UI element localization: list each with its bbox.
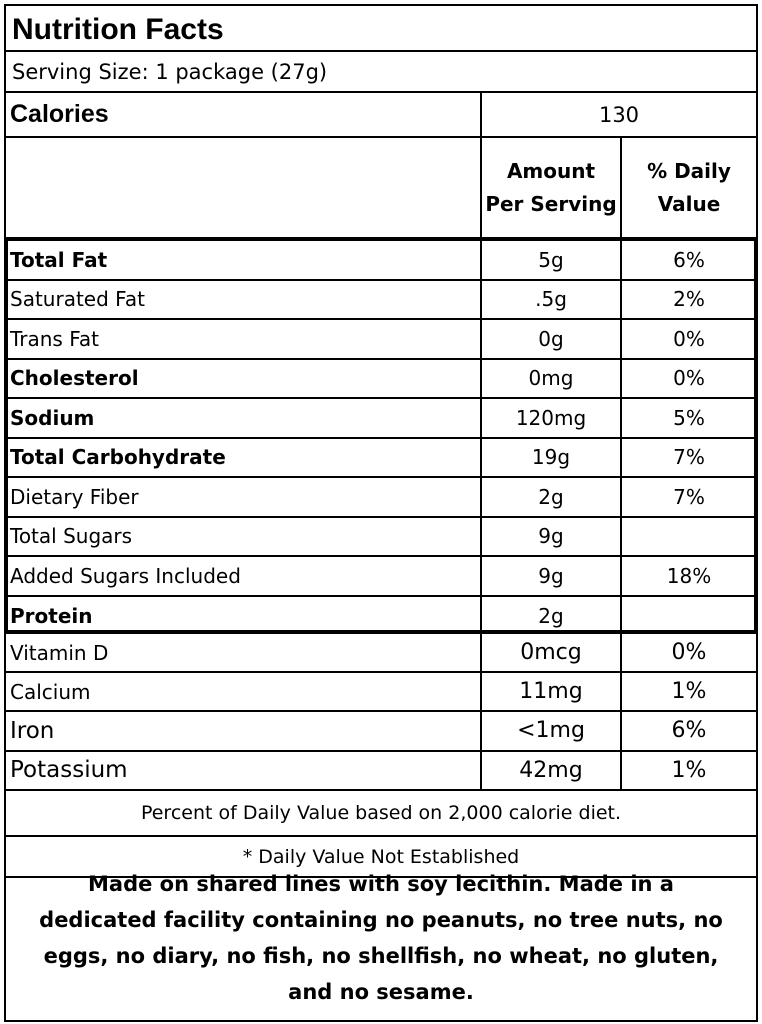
nutrient-daily-value	[620, 517, 756, 555]
amount-header-line2: Per Serving	[485, 192, 617, 216]
vrow-1: Calcium 11mg 1%	[6, 673, 756, 713]
nutrient-name: Cholesterol	[10, 366, 139, 391]
nutrient-amount: .5g	[480, 280, 620, 318]
nrow-8: Added Sugars Included 9g 18%	[6, 557, 756, 597]
nrow-5: Total Carbohydrate 19g 7%	[6, 438, 756, 478]
nutrient-daily-value: 1%	[620, 751, 756, 789]
nutrient-daily-value: 7%	[620, 478, 756, 516]
daily-value-header: % Daily Value	[620, 138, 756, 238]
nutrient-amount: 2g	[480, 478, 620, 516]
calories-row: Calories 130	[4, 93, 758, 138]
calories-value: 130	[480, 93, 756, 136]
nutrient-daily-value	[620, 596, 756, 636]
nrow-3: Cholesterol 0mg 0%	[6, 359, 756, 399]
nutrient-amount: 11mg	[480, 673, 620, 711]
nrow-1: Saturated Fat .5g 2%	[6, 280, 756, 320]
nutrient-name: Sodium	[10, 405, 95, 430]
nutrient-amount: 0mcg	[480, 634, 620, 672]
nutrient-name: Total Sugars	[10, 524, 133, 549]
nutrient-name: Dietary Fiber	[10, 484, 139, 509]
nutrient-name: Total Carbohydrate	[10, 445, 226, 470]
nutrient-name: Total Fat	[10, 247, 108, 272]
nutrient-daily-value: 1%	[620, 673, 756, 711]
nutrient-amount: 2g	[480, 596, 620, 636]
amount-header-line1: Amount	[506, 159, 596, 183]
nutrients-table: Total Fat 5g 6% Saturated Fat .5g 2% Trans Fat…	[4, 241, 758, 636]
nrow-0: Total Fat 5g 6%	[6, 241, 756, 281]
nutrient-amount: 5g	[480, 241, 620, 279]
nutrient-name: Added Sugars Included	[10, 563, 241, 588]
nutrient-amount: 0mg	[480, 359, 620, 397]
nutrient-name: Vitamin D	[10, 640, 109, 665]
nutrient-daily-value: 0%	[620, 359, 756, 397]
nutrient-amount: <1mg	[480, 712, 620, 750]
serving-size: Serving Size: 1 package (27g)	[4, 52, 758, 93]
nutrient-daily-value: 0%	[620, 634, 756, 672]
nutrient-amount: 0g	[480, 320, 620, 358]
nutrient-amount: 42mg	[480, 751, 620, 789]
nutrient-name: Calcium	[10, 679, 91, 704]
footnote-daily-value: Percent of Daily Value based on 2,000 ca…	[4, 791, 758, 837]
vrow-2: Iron <1mg 6%	[6, 712, 756, 752]
nutrient-amount: 120mg	[480, 399, 620, 437]
nutrient-daily-value: 18%	[620, 557, 756, 595]
dv-header-line1: % Daily	[647, 159, 731, 183]
vrow-3: Potassium 42mg 1%	[6, 751, 756, 791]
nutrient-daily-value: 5%	[620, 399, 756, 437]
amount-per-serving-header: Amount Per Serving	[480, 138, 620, 238]
nutrient-name: Iron	[10, 717, 55, 744]
header-blank	[6, 138, 480, 238]
nrow-4: Sodium 120mg 5%	[6, 399, 756, 439]
allergen-text: Made on shared lines with soy lecithin. …	[39, 872, 723, 1004]
vrow-0: Vitamin D 0mcg 0%	[6, 634, 756, 674]
nutrient-amount: 9g	[480, 517, 620, 555]
nutrient-daily-value: 2%	[620, 280, 756, 318]
nutrient-name: Trans Fat	[10, 326, 99, 351]
nutrient-name: Potassium	[10, 757, 128, 784]
allergen-statement: Made on shared lines with soy lecithin. …	[4, 872, 758, 1022]
nrow-6: Dietary Fiber 2g 7%	[6, 478, 756, 518]
column-header-row: Amount Per Serving % Daily Value	[4, 138, 758, 238]
nrow-7: Total Sugars 9g	[6, 517, 756, 557]
nutrient-daily-value: 0%	[620, 320, 756, 358]
nutrient-amount: 9g	[480, 557, 620, 595]
nutrient-amount: 19g	[480, 438, 620, 476]
nutrient-daily-value: 7%	[620, 438, 756, 476]
vitamins-table: Vitamin D 0mcg 0% Calcium 11mg 1% Iron <1mg 6% Po…	[4, 634, 758, 791]
calories-label: Calories	[10, 100, 109, 128]
nutrient-name: Saturated Fat	[10, 287, 145, 312]
footnote-not-established: * Daily Value Not Established	[4, 837, 758, 878]
nutrient-daily-value: 6%	[620, 712, 756, 750]
label-title: Nutrition Facts	[4, 4, 758, 52]
dv-header-line2: Value	[657, 192, 721, 216]
nutrient-daily-value: 6%	[620, 241, 756, 279]
nrow-2: Trans Fat 0g 0%	[6, 320, 756, 360]
nrow-9: Protein 2g	[6, 596, 756, 636]
nutrient-name: Protein	[10, 604, 93, 629]
